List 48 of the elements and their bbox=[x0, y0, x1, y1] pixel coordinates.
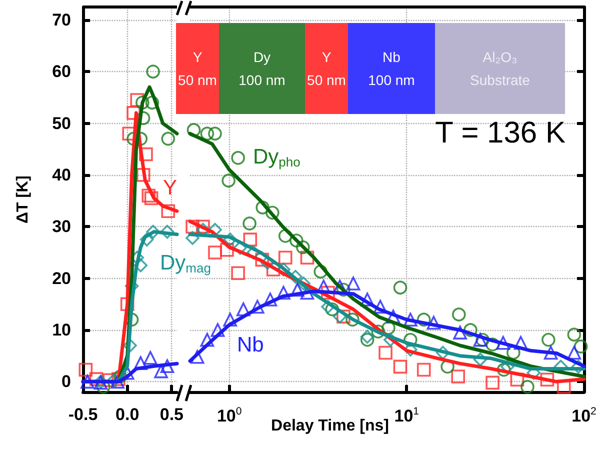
annotation: Al₂O₃ bbox=[482, 48, 518, 66]
point bbox=[136, 168, 150, 182]
point bbox=[145, 96, 160, 110]
point bbox=[110, 374, 124, 389]
point bbox=[136, 96, 150, 110]
y-tick-label: 50 bbox=[52, 114, 71, 133]
annotation: Substrate bbox=[470, 70, 530, 90]
point bbox=[130, 93, 144, 107]
annotation: 50 nm bbox=[178, 70, 217, 90]
y-tick-label: 0 bbox=[62, 372, 71, 392]
y-tick-label: 10 bbox=[52, 320, 71, 340]
annotation: Nb bbox=[382, 48, 400, 66]
x-tick-label: 0.0 bbox=[116, 405, 140, 424]
series-label: Nb bbox=[237, 334, 264, 356]
point bbox=[143, 350, 158, 365]
y-tick-label: 60 bbox=[52, 62, 71, 82]
y-tick-label: 30 bbox=[52, 217, 71, 236]
point bbox=[146, 224, 160, 239]
point bbox=[161, 132, 176, 146]
annotation: Y bbox=[322, 48, 332, 66]
y-axis-title: ΔT [K] bbox=[14, 176, 32, 224]
x-tick-label: -0.5 bbox=[68, 405, 98, 424]
point bbox=[140, 232, 154, 246]
annotation: T = 136 K bbox=[435, 116, 566, 150]
y-tick-label: 40 bbox=[52, 165, 71, 184]
x-tick-label: 0.5 bbox=[160, 405, 184, 424]
point bbox=[146, 64, 160, 78]
point bbox=[160, 224, 174, 239]
point bbox=[144, 191, 158, 206]
annotation: Y bbox=[192, 48, 202, 66]
point bbox=[80, 374, 94, 389]
point bbox=[123, 338, 137, 352]
x-axis-title: Delay Time [ns] bbox=[271, 418, 389, 434]
annotation: 100 nm bbox=[238, 70, 286, 90]
series-label: Y bbox=[163, 176, 178, 200]
annotation: Dy bbox=[253, 48, 271, 67]
point bbox=[126, 106, 140, 120]
y-tick-label: 20 bbox=[52, 268, 71, 288]
annotation: 100 nm bbox=[368, 70, 415, 90]
point bbox=[78, 362, 93, 377]
point bbox=[154, 364, 168, 378]
y-tick-label: 70 bbox=[52, 10, 71, 30]
point bbox=[142, 188, 156, 203]
point bbox=[160, 359, 174, 374]
annotation: 50 nm bbox=[307, 70, 346, 90]
point bbox=[134, 258, 148, 272]
point bbox=[139, 147, 153, 162]
point bbox=[161, 204, 176, 218]
